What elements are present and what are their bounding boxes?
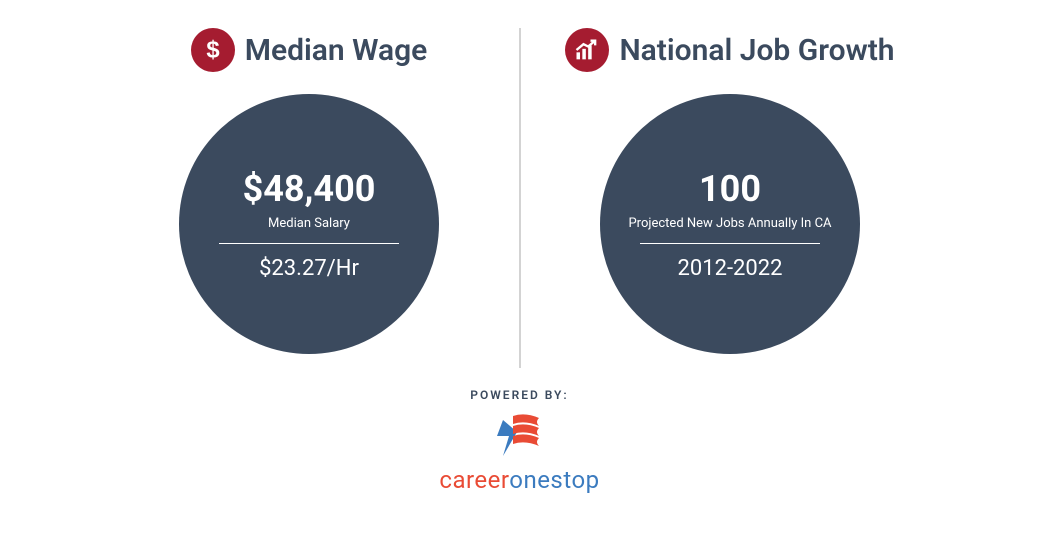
growth-divider xyxy=(640,243,820,244)
wage-heading: $ Median Wage xyxy=(191,28,428,72)
growth-title: National Job Growth xyxy=(619,33,894,68)
logo-text-career: career xyxy=(439,466,509,494)
powered-by-label: POWERED BY: xyxy=(470,388,568,402)
growth-panel: National Job Growth 100 Projected New Jo… xyxy=(533,28,928,368)
wage-salary-value: $48,400 xyxy=(243,168,376,210)
logo-flag-icon xyxy=(489,410,549,462)
wage-hourly-value: $23.27/Hr xyxy=(259,256,359,281)
wage-salary-label: Median Salary xyxy=(268,216,350,231)
logo-text-onestop: onestop xyxy=(509,466,599,494)
growth-circle: 100 Projected New Jobs Annually In CA 20… xyxy=(600,94,860,354)
stats-container: $ Median Wage $48,400 Median Salary $23.… xyxy=(0,0,1039,368)
logo-text: careeronestop xyxy=(439,466,599,494)
careeronestop-logo: careeronestop xyxy=(439,410,599,494)
dollar-icon: $ xyxy=(191,28,235,72)
growth-jobs-value: 100 xyxy=(699,168,761,210)
wage-panel: $ Median Wage $48,400 Median Salary $23.… xyxy=(112,28,507,368)
footer: POWERED BY: careeronestop xyxy=(0,388,1039,494)
growth-period: 2012-2022 xyxy=(678,256,783,281)
growth-chart-icon xyxy=(565,28,609,72)
wage-title: Median Wage xyxy=(245,33,428,68)
growth-heading: National Job Growth xyxy=(565,28,894,72)
svg-text:$: $ xyxy=(206,37,219,63)
vertical-divider xyxy=(519,28,521,368)
wage-divider xyxy=(219,243,399,244)
wage-circle: $48,400 Median Salary $23.27/Hr xyxy=(179,94,439,354)
growth-jobs-label: Projected New Jobs Annually In CA xyxy=(628,216,831,231)
